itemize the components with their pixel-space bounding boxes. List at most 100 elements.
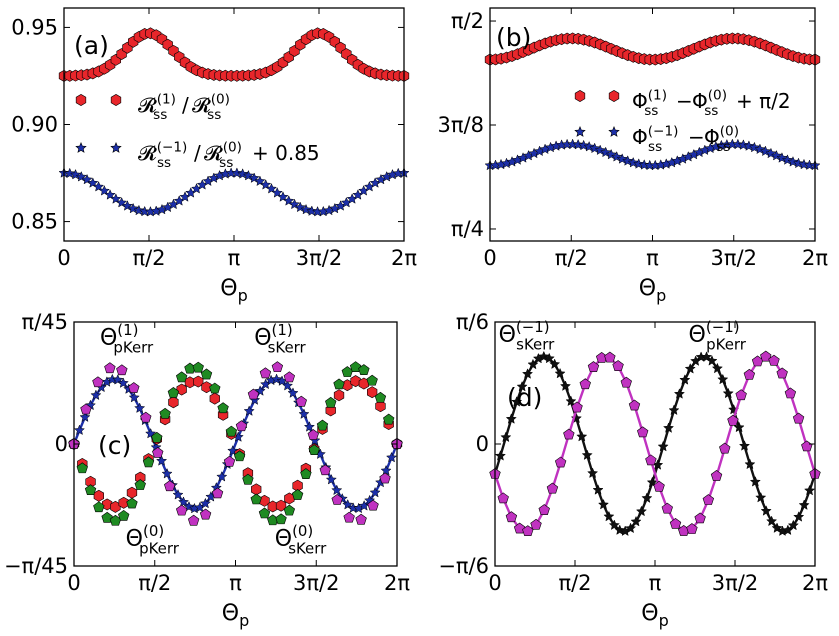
data-point [300,468,312,479]
legend-label: Φ(−1) ss [632,124,678,156]
data-point [209,392,220,405]
x-tick-label: 3π/2 [712,571,758,595]
data-point [367,386,378,399]
x-tick-label: π/2 [555,246,588,270]
data-point [657,440,669,452]
data-point [603,510,615,522]
series-line [493,355,817,533]
panel-label-b: (b) [496,23,531,52]
data-point [325,396,337,408]
data-point [635,505,648,517]
data-point [578,139,590,151]
data-point [242,473,254,485]
x-tick-label: 2π [384,571,410,595]
data-point [694,512,706,524]
data-point [237,168,249,179]
data-point [151,431,163,443]
data-point [175,371,188,383]
data-point [92,376,104,388]
legend-label: + 0.85 [252,141,320,165]
legend-label: 𝓡(0) ss [192,92,230,124]
data-point [554,367,566,379]
data-point [494,450,506,461]
series-a-1 [58,167,410,217]
data-point [156,455,168,466]
legend-label: − [688,125,705,149]
data-point [187,514,200,526]
data-point [84,484,97,496]
data-point [104,189,116,200]
data-point [235,420,248,432]
data-point [554,456,567,468]
x-axis-label: Θp [222,601,249,630]
data-point [702,494,715,505]
x-tick-label: 3π/2 [293,571,339,595]
data-point [625,522,637,534]
legend-label: Φ(1) ss [632,88,667,120]
data-point [349,361,362,372]
data-point [380,464,392,476]
x-tick-label: π [649,571,662,595]
legend-label: − [676,89,693,113]
data-point [630,515,642,527]
data-point [80,403,92,415]
data-point [331,484,343,496]
data-point [549,358,561,370]
data-point [265,183,278,194]
data-point [358,364,370,375]
panel-label-c: (c) [98,431,131,460]
x-tick-label: 0 [57,246,70,270]
data-point [653,480,665,492]
data-point [633,158,645,169]
data-point [134,402,146,413]
data-point [168,396,179,409]
legend-marker [75,142,87,153]
data-point [73,424,86,436]
y-tick-label: π/6 [456,310,489,334]
data-point [164,480,176,492]
data-point [366,374,378,386]
legend-label: / [182,93,189,117]
data-point [784,387,797,399]
data-point [316,419,329,431]
data-point [792,412,805,424]
data-point [243,405,255,416]
data-point [511,396,523,407]
data-point [379,472,391,484]
data-point [572,138,584,150]
data-point [211,487,224,499]
data-point [737,139,749,150]
data-point [167,387,180,398]
data-point [760,350,772,362]
legend-marker [574,90,586,102]
data-point [776,367,788,379]
y-tick-label: 0.95 [11,15,58,39]
data-point [177,496,190,507]
data-point [134,479,146,490]
data-point [343,511,355,523]
data-point [216,470,228,482]
data-point [527,358,539,370]
data-point [760,505,772,516]
data-point [684,363,696,374]
annotation-c-2: Θ(0) pKerr [126,522,180,557]
legend-marker [110,142,122,153]
plot-frame [63,7,405,242]
data-point [804,484,816,496]
data-point [93,180,105,192]
data-point [291,489,304,500]
data-point [766,515,778,527]
data-point [331,493,343,505]
data-point [275,499,287,512]
data-point [98,185,110,196]
y-tick-label: π/45 [22,310,68,334]
legend-label: 𝓡(1) ss [138,92,176,124]
y-tick-label: π/2 [451,9,484,33]
x-tick-label: 2π [802,246,828,270]
data-point [369,486,381,498]
data-point [90,389,102,401]
data-point [706,355,718,366]
annotation-c-3: Θ(0) sKerr [275,522,327,557]
